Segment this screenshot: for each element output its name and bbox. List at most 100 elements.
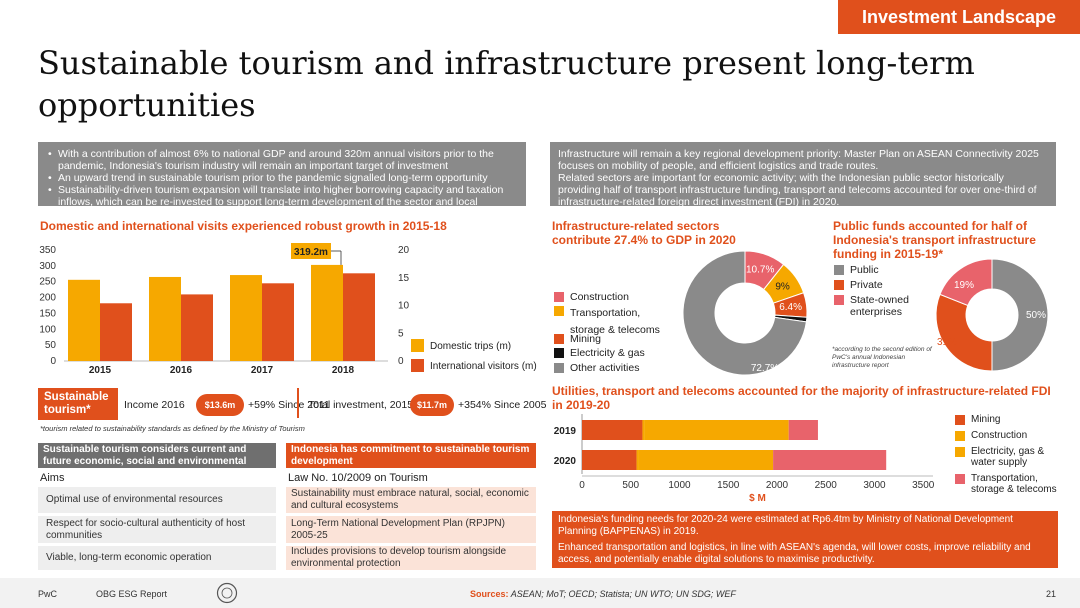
aims-row: Respect for socio-cultural authenticity … bbox=[38, 516, 276, 543]
annotation-badge bbox=[291, 243, 331, 259]
sustainable-tourism-label: Sustainable tourism* bbox=[38, 388, 118, 420]
legend-item: State-owned enterprises bbox=[834, 294, 919, 318]
legend-item: Construction bbox=[955, 430, 1070, 441]
slice-label: 9% bbox=[775, 281, 790, 292]
legend-label: Electricity, gas & water supply bbox=[971, 446, 1045, 468]
legend-label: State-owned enterprises bbox=[850, 294, 909, 318]
legend-swatch bbox=[554, 363, 564, 373]
legend-label: Private bbox=[850, 279, 883, 291]
public-funds-chart-title: Public funds accounted for half of Indon… bbox=[833, 219, 1036, 261]
footer-pwc: PwC bbox=[38, 589, 58, 599]
bar-domestic bbox=[311, 264, 343, 361]
funding-note-box: Indonesia's funding needs for 2020-24 we… bbox=[552, 511, 1058, 568]
y-tick-label: 50 bbox=[45, 340, 57, 351]
legend-item: Electricity & gas bbox=[554, 347, 674, 359]
y-tick-label: 200 bbox=[39, 293, 56, 304]
x-tick-label: 2015 bbox=[89, 365, 112, 376]
legend-label: Electricity & gas bbox=[570, 347, 645, 359]
legend-swatch bbox=[955, 474, 965, 484]
tourism-intro-box: With a contribution of almost 6% to nati… bbox=[38, 142, 526, 220]
donut-slice bbox=[991, 258, 1049, 372]
legend-item: Electricity, gas & water supply bbox=[955, 446, 1070, 468]
public-funds-donut: 50% 31% 19% bbox=[935, 258, 1049, 372]
x-tick-label: 3500 bbox=[912, 480, 935, 491]
legend-swatch bbox=[834, 265, 844, 275]
y2-tick-label: 20 bbox=[398, 245, 410, 256]
income-value-badge: $13.6m bbox=[196, 394, 244, 416]
footer-bar bbox=[0, 578, 1080, 608]
x-tick-label: 2017 bbox=[251, 365, 274, 376]
fdi-bar-segment bbox=[582, 450, 637, 470]
footer-report-name: OBG ESG Report bbox=[96, 589, 168, 599]
legend-label: Mining bbox=[570, 333, 601, 345]
legend-swatch bbox=[834, 295, 844, 305]
visits-chart-title: Domestic and international visits experi… bbox=[40, 219, 447, 233]
page-number: 21 bbox=[1046, 589, 1057, 599]
stats-divider bbox=[297, 388, 299, 418]
section-banner: Investment Landscape bbox=[838, 0, 1080, 34]
legend-swatch bbox=[955, 431, 965, 441]
income-label: Income 2016 bbox=[124, 399, 185, 411]
x-tick-label: 500 bbox=[622, 480, 639, 491]
law-table-heading: Indonesia has commitment to sustainable … bbox=[286, 443, 536, 468]
y2-tick-label: 0 bbox=[398, 356, 404, 367]
legend-swatch bbox=[554, 292, 564, 302]
page-title: Sustainable tourism and infrastructure p… bbox=[38, 44, 975, 124]
legend-label: Construction bbox=[971, 430, 1028, 441]
y2-tick-label: 5 bbox=[398, 328, 404, 339]
fdi-bar-segment bbox=[642, 420, 645, 440]
bar-international bbox=[262, 283, 294, 361]
legend-label: Domestic trips (m) bbox=[430, 341, 511, 352]
slice-label: 6.4% bbox=[779, 302, 802, 313]
infra-paragraph: Infrastructure will remain a key regiona… bbox=[558, 148, 1039, 172]
y-tick-label: 2019 bbox=[554, 426, 577, 437]
donut-slice bbox=[935, 293, 993, 372]
investment-growth: +354% Since 2005 bbox=[458, 399, 547, 411]
x-tick-label: 1000 bbox=[668, 480, 691, 491]
legend-item: Mining bbox=[554, 333, 674, 345]
investment-value-badge: $11.7m bbox=[410, 394, 454, 416]
fdi-bar-segment bbox=[582, 420, 643, 440]
gdp-sectors-donut: 10.7%9% 6.4% 72.7% bbox=[682, 250, 808, 376]
infra-paragraph: Related sectors are important for econom… bbox=[558, 172, 1037, 208]
fdi-chart-title: Utilities, transport and telecoms accoun… bbox=[552, 384, 1051, 412]
fdi-bar-segment bbox=[638, 450, 774, 470]
y-tick-label: 100 bbox=[39, 324, 56, 335]
aims-table-heading: Sustainable tourism considers current an… bbox=[38, 443, 276, 479]
x-tick-label: 3000 bbox=[863, 480, 886, 491]
footer-sources: Sources: ASEAN; MoT; OECD; Statista; UN … bbox=[470, 589, 736, 599]
obg-logo-icon bbox=[216, 582, 238, 604]
intro-bullet: Sustainability-driven tourism expansion … bbox=[46, 184, 518, 220]
legend-label: Transportation, storage & telecoms bbox=[971, 473, 1057, 495]
sources-list: ASEAN; MoT; OECD; Statista; UN WTO; UN S… bbox=[510, 589, 736, 599]
slice-label: 10.7% bbox=[746, 265, 774, 276]
aims-row: Optimal use of environmental resources bbox=[38, 487, 276, 513]
intro-bullet: With a contribution of almost 6% to nati… bbox=[46, 148, 518, 172]
gdp-sectors-chart-title: Infrastructure-related sectors contribut… bbox=[552, 219, 736, 247]
slice-label: 50% bbox=[1026, 310, 1046, 321]
legend-swatch bbox=[955, 447, 965, 457]
law-row: Includes provisions to develop tourism a… bbox=[286, 546, 536, 570]
x-tick-label: 2018 bbox=[332, 365, 355, 376]
legend-label: International visitors (m) bbox=[430, 361, 537, 372]
donut-slice bbox=[682, 250, 807, 376]
y-tick-label: 2020 bbox=[554, 456, 577, 467]
y-tick-label: 150 bbox=[39, 308, 56, 319]
x-tick-label: 2500 bbox=[815, 480, 838, 491]
legend-label: Transportation, storage & telecoms bbox=[570, 307, 660, 336]
x-tick-label: 2000 bbox=[766, 480, 789, 491]
sources-label: Sources: bbox=[470, 589, 509, 599]
slice-label: 19% bbox=[954, 280, 974, 291]
law-label: Law No. 10/2009 on Tourism bbox=[288, 472, 428, 484]
legend-swatch bbox=[834, 280, 844, 290]
legend-item: Transportation, storage & telecoms bbox=[554, 305, 674, 339]
slice-label: 31% bbox=[937, 337, 957, 348]
bar-international bbox=[343, 273, 375, 361]
investment-label: Total investment, 2015 bbox=[308, 399, 414, 411]
legend-item: Transportation, storage & telecoms bbox=[955, 473, 1070, 495]
bar-domestic bbox=[230, 275, 262, 361]
aims-label: Aims bbox=[40, 472, 65, 484]
y-tick-label: 250 bbox=[39, 277, 56, 288]
tourism-footnote: *tourism related to sustainability stand… bbox=[40, 424, 305, 433]
legend-swatch bbox=[554, 306, 564, 316]
